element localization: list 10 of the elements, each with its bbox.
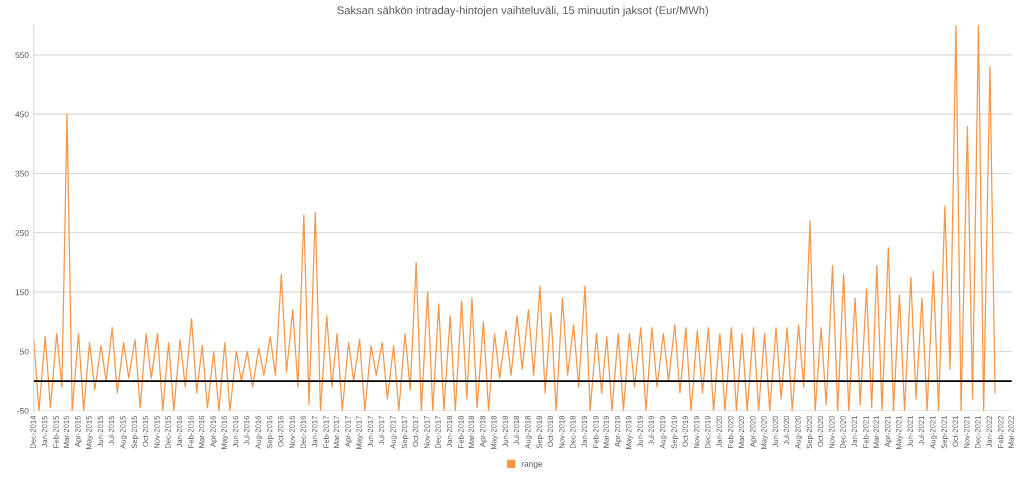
y-tick-label: 350 (15, 170, 29, 177)
y-tick-label: 150 (15, 289, 29, 296)
y-tick-label: -50 (17, 407, 29, 414)
line-series (33, 25, 996, 411)
legend-label: range (521, 462, 543, 469)
y-tick-label: 550 (15, 52, 29, 58)
y-tick-label: 250 (15, 230, 29, 236)
y-tick-label: 450 (15, 111, 29, 118)
y-tick-label: 50 (20, 348, 29, 355)
chart-title: Saksan sähkön intraday-hintojen vaihteluväli, 15 minuutin jaksot (Eur/MWh) (337, 6, 708, 17)
